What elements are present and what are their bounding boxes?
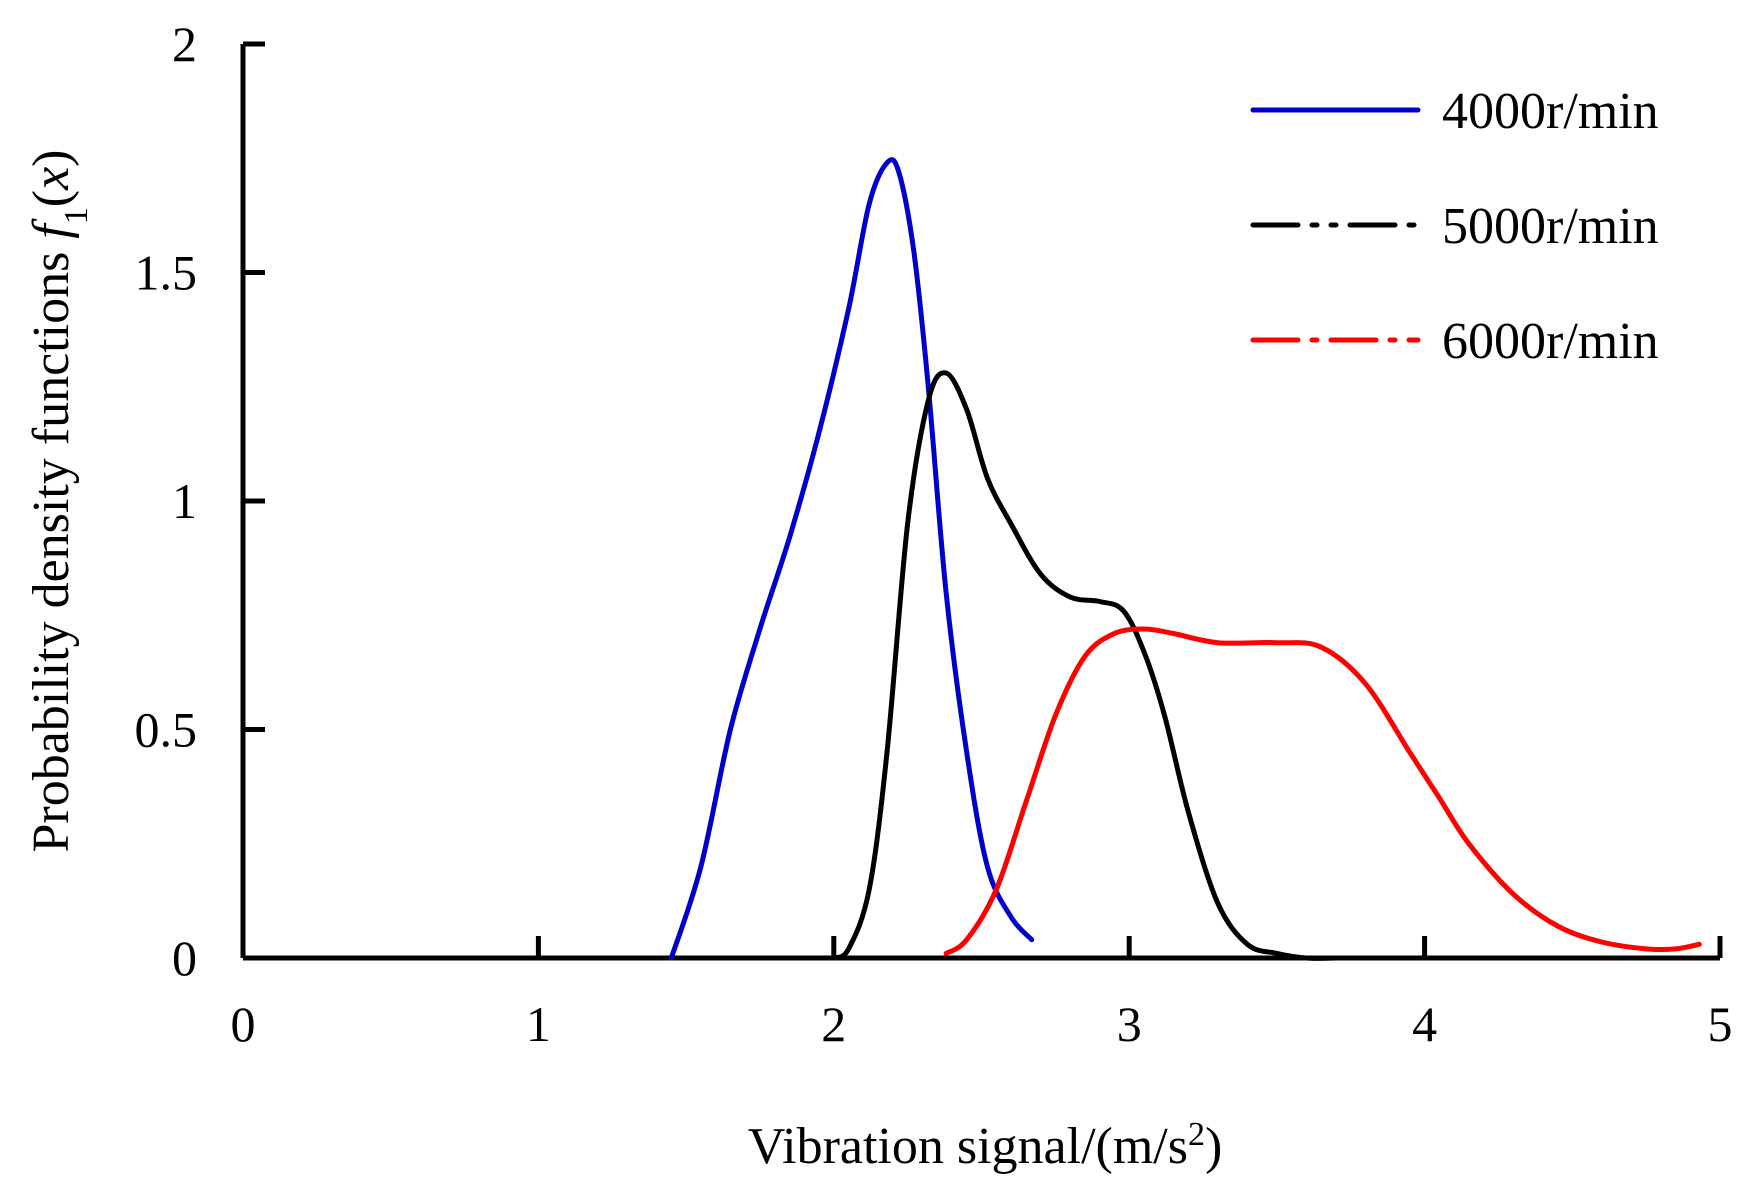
x-tick-label: 0 [231,996,256,1052]
y-axis-title-paren-open: ( [23,190,80,207]
plot-area: 0 1 2 3 4 5 0 0.5 1 1.5 2 [135,16,1733,1052]
series-line-6000r-min [943,626,1702,956]
y-tick-label: 1.5 [135,245,198,301]
x-tick-label: 5 [1708,996,1733,1052]
y-axis-title-paren-close: ) [23,149,80,166]
x-tick-label: 1 [526,996,551,1052]
legend-label: 5000r/min [1442,198,1659,255]
y-axis-title-text: Probability density functions [23,239,80,853]
x-axis-title-end: ) [1205,1118,1222,1175]
x-tick-label: 3 [1117,996,1142,1052]
x-axis-title-main: Vibration signal/(m/s [748,1118,1188,1175]
y-tick-label: 0.5 [135,702,198,758]
y-tick-label: 2 [172,16,197,72]
x-tick-label: 4 [1412,996,1437,1052]
legend: 4000r/min 5000r/min 6000r/min [1250,83,1659,370]
x-axis-title-sup: 2 [1188,1116,1205,1153]
x-tick-label: 2 [821,996,846,1052]
y-axis-title-x: x [23,167,80,191]
series-layer [668,157,1702,961]
y-tick-label: 1 [172,473,197,529]
series-line-5000r-min [831,370,1339,961]
x-axis-title: Vibration signal/(m/s2) [748,1116,1223,1176]
legend-label: 4000r/min [1442,83,1659,140]
y-ticks: 0 0.5 1 1.5 2 [135,16,265,986]
y-tick-label: 0 [172,930,197,986]
y-axis-title: Probability density functions f1(x) [23,149,95,852]
x-ticks: 0 1 2 3 4 5 [231,936,1733,1052]
y-axis-title-sub: 1 [58,207,95,224]
series-line-4000r-min [668,157,1035,961]
legend-label: 6000r/min [1442,313,1659,370]
